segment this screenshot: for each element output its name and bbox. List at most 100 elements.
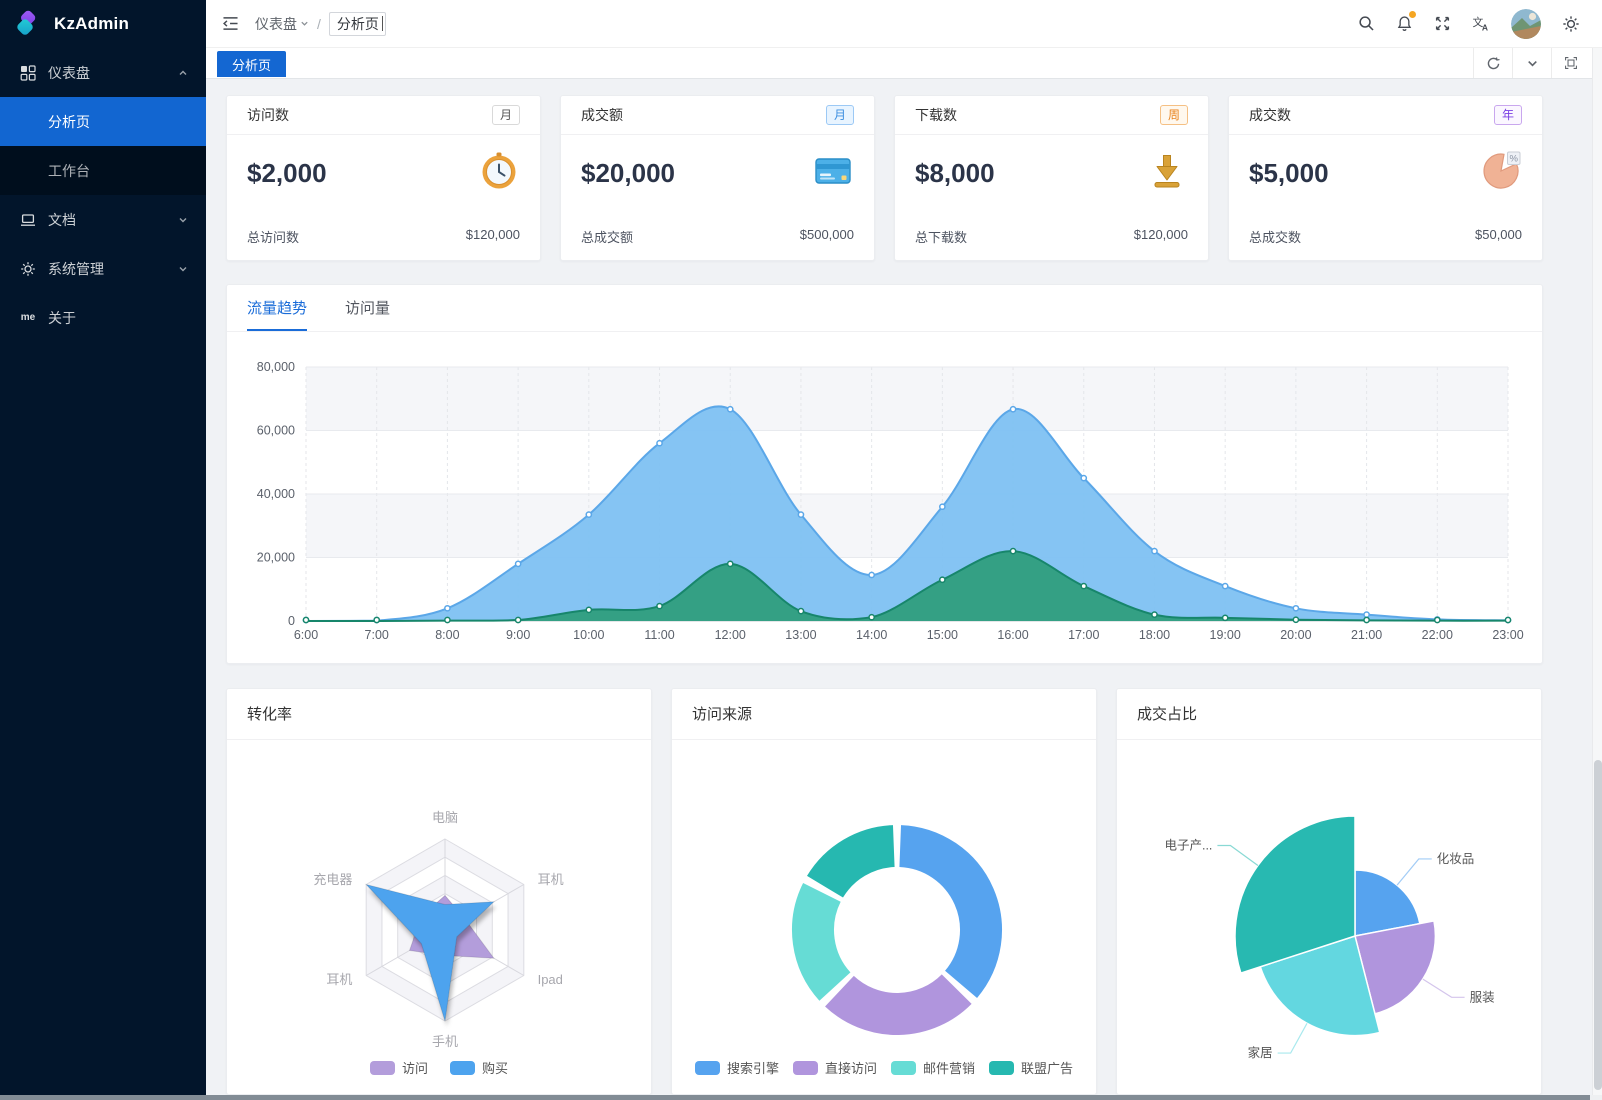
sidebar-item-workbench[interactable]: 工作台 <box>0 146 206 195</box>
breadcrumb-root[interactable]: 仪表盘 <box>255 14 309 34</box>
stat-cards-row: 访问数 月 $2,000 总访问数 $120,000 成交额 月 $20,000 总成交额 $50… <box>226 95 1543 261</box>
svg-text:Ipad: Ipad <box>538 972 563 987</box>
legend-item[interactable]: 购买 <box>450 1058 508 1077</box>
svg-text:18:00: 18:00 <box>1139 628 1170 642</box>
svg-text:13:00: 13:00 <box>785 628 816 642</box>
legend-swatch <box>694 1060 720 1075</box>
vertical-scrollbar[interactable] <box>1592 48 1602 1095</box>
chevron-up-icon <box>178 68 188 78</box>
period-badge[interactable]: 月 <box>491 105 520 125</box>
avatar[interactable] <box>1511 8 1541 39</box>
stat-value: $5,000 <box>1249 158 1329 188</box>
conversion-rate-card: 转化率 电脑 耳机 Ipad 手机 耳机 充电器 访问 购买 <box>226 688 652 1095</box>
credit-card-icon <box>812 150 854 197</box>
svg-text:17:00: 17:00 <box>1068 628 1099 642</box>
svg-text:11:00: 11:00 <box>644 628 674 642</box>
svg-text:服装: 服装 <box>1470 990 1495 1004</box>
legend-item[interactable]: 直接访问 <box>792 1058 877 1077</box>
legend-item[interactable]: 访问 <box>369 1058 428 1077</box>
sidebar-item-analysis[interactable]: 分析页 <box>0 97 206 146</box>
sidebar-item-label: 关于 <box>48 309 76 326</box>
sidebar-item-label: 工作台 <box>48 162 90 179</box>
maximize-icon[interactable] <box>1551 48 1590 78</box>
stat-card-body: $5,000% <box>1229 135 1542 197</box>
stat-card-footer: 总成交额 $500,000 <box>561 227 874 260</box>
svg-text:化妆品: 化妆品 <box>1437 852 1475 866</box>
page-tab-analysis[interactable]: 分析页 <box>217 51 287 77</box>
svg-text:耳机: 耳机 <box>326 972 352 987</box>
radar-legend: 访问 购买 <box>227 1058 651 1077</box>
period-badge[interactable]: 周 <box>1159 105 1188 125</box>
tabbar: 分析页 <box>206 48 1602 79</box>
stat-card-header: 成交额 月 <box>561 96 874 135</box>
horizontal-scrollbar[interactable] <box>0 1095 1602 1100</box>
bell-icon[interactable] <box>1396 11 1416 32</box>
stat-footer-value: $120,000 <box>465 227 520 242</box>
traffic-area-chart: 0 20,000 40,000 60,000 80,000 6:00 7:00 8:00 9:0… <box>257 360 1524 642</box>
search-icon[interactable] <box>1358 15 1375 32</box>
stat-card-body: $8,000 <box>895 135 1208 197</box>
stat-footer-label: 总成交数 <box>1249 230 1302 245</box>
trend-tab-1[interactable]: 访问量 <box>345 299 391 317</box>
legend-label: 搜索引擎 <box>726 1061 779 1076</box>
legend-item[interactable]: 搜索引擎 <box>694 1058 779 1077</box>
sidebar-item-label: 系统管理 <box>48 260 104 277</box>
svg-text:21:00: 21:00 <box>1351 628 1382 642</box>
card-title: 访问来源 <box>672 689 1096 740</box>
sidebar-item-system[interactable]: 系统管理 <box>0 244 206 293</box>
stat-card-1: 成交额 月 $20,000 总成交额 $500,000 <box>560 95 875 261</box>
content: 访问数 月 $2,000 总访问数 $120,000 成交额 月 $20,000 总成交额 $50… <box>206 79 1602 1095</box>
deal-share-card: 成交占比 化妆品 服装 家居 电子产... <box>1116 688 1542 1095</box>
bottom-cards-row: 转化率 电脑 耳机 Ipad 手机 耳机 充电器 访问 购买 访问来源 搜索引擎 直接访问 邮件… <box>226 688 1543 1095</box>
stat-value: $20,000 <box>581 158 675 188</box>
legend-label: 访问 <box>401 1061 428 1076</box>
stat-card-footer: 总下载数 $120,000 <box>895 227 1208 260</box>
app-title: KzAdmin <box>54 14 130 33</box>
svg-text:电子产...: 电子产... <box>1164 838 1212 852</box>
stat-card-2: 下载数 周 $8,000 总下载数 $120,000 <box>894 95 1209 261</box>
stat-footer-value: $500,000 <box>799 227 854 242</box>
svg-text:19:00: 19:00 <box>1210 628 1241 642</box>
sidebar-item-about[interactable]: me 关于 <box>0 293 206 342</box>
stat-card-header: 访问数 月 <box>227 96 540 135</box>
fullscreen-icon[interactable] <box>1434 15 1451 32</box>
chevron-down-icon <box>178 264 188 274</box>
stat-footer-label: 总访问数 <box>247 230 300 245</box>
stat-value: $8,000 <box>915 158 995 188</box>
period-badge[interactable]: 月 <box>825 105 854 125</box>
vertical-scrollbar-thumb[interactable] <box>1594 760 1602 1090</box>
chevron-down-icon[interactable] <box>1512 48 1551 78</box>
stat-footer-label: 总下载数 <box>915 230 968 245</box>
svg-text:14:00: 14:00 <box>856 628 887 642</box>
svg-text:7:00: 7:00 <box>365 628 389 642</box>
breadcrumb-current[interactable]: 分析页 <box>328 11 386 36</box>
period-badge[interactable]: 年 <box>1493 105 1522 125</box>
svg-text:20:00: 20:00 <box>1280 628 1311 642</box>
horizontal-scrollbar-thumb[interactable] <box>0 1095 1590 1100</box>
logo[interactable]: KzAdmin <box>0 0 206 48</box>
laptop-icon <box>20 212 36 228</box>
svg-text:80,000: 80,000 <box>257 360 295 374</box>
svg-text:23:00: 23:00 <box>1492 628 1523 642</box>
stat-footer-value: $120,000 <box>1133 227 1188 242</box>
trend-tab-0[interactable]: 流量趋势 <box>247 285 308 331</box>
trend-tabs: 流量趋势 访问量 <box>227 285 1542 332</box>
settings-icon[interactable] <box>1562 15 1580 33</box>
sidebar-item-docs[interactable]: 文档 <box>0 195 206 244</box>
menu-fold-icon[interactable] <box>222 16 239 31</box>
me-icon: me <box>20 312 36 323</box>
refresh-icon[interactable] <box>1473 48 1512 78</box>
legend-item[interactable]: 联盟广告 <box>989 1058 1073 1077</box>
svg-text:40,000: 40,000 <box>257 487 295 501</box>
download-icon <box>1146 150 1188 197</box>
gear-icon <box>20 261 36 277</box>
legend-item[interactable]: 邮件营销 <box>891 1058 975 1077</box>
tabbar-tools <box>1473 48 1590 78</box>
legend-swatch <box>989 1060 1015 1075</box>
card-title: 转化率 <box>227 689 651 740</box>
sidebar-item-dashboard[interactable]: 仪表盘 <box>0 48 206 97</box>
stat-card-footer: 总成交数 $50,000 <box>1229 227 1542 260</box>
